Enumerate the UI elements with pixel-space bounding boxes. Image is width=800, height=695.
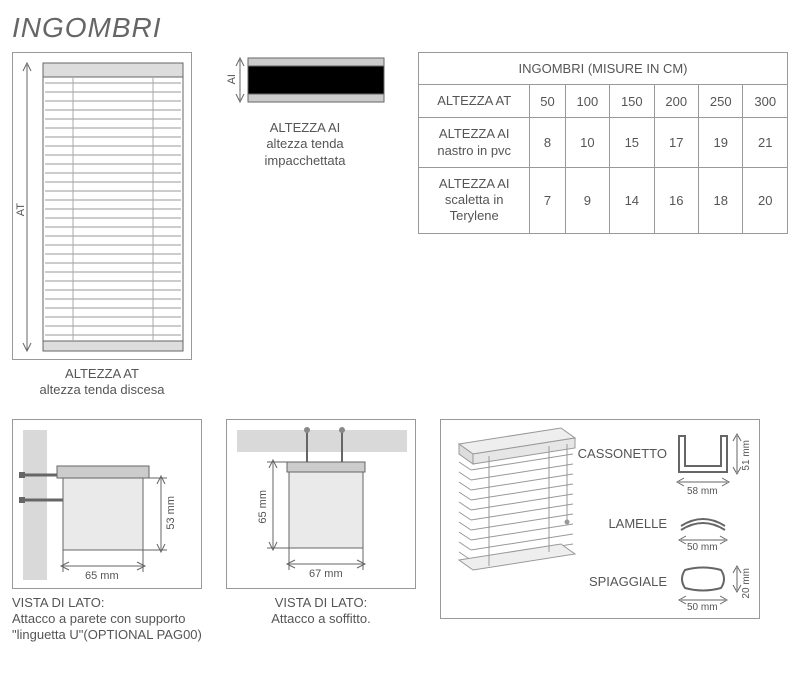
top-row: AT	[12, 52, 788, 399]
table-cell: 7	[530, 167, 565, 233]
sideA-col: 65 mm 53 mm VISTA DI LATO: Attacco a par…	[12, 419, 202, 644]
table-cell: 19	[699, 118, 743, 168]
table-header: INGOMBRI (MISURE IN CM)	[419, 53, 788, 85]
table-col: 200	[654, 85, 698, 118]
table-cell: 16	[654, 167, 698, 233]
table-cell: 18	[699, 167, 743, 233]
diagram-ai-caption: ALTEZZA AI altezza tenda impacchettata	[220, 120, 390, 169]
diagram-at-caption-title: ALTEZZA AT	[12, 366, 192, 382]
table-col: 250	[699, 85, 743, 118]
diagram-ai-caption-sub1: altezza tenda	[220, 136, 390, 152]
table-row-label-l2: nastro in pvc	[437, 143, 511, 158]
table-row-label-l3: Terylene	[450, 208, 499, 223]
sideB-col: 67 mm 65 mm VISTA DI LATO: Attacco a sof…	[226, 419, 416, 628]
table-cell: 17	[654, 118, 698, 168]
table-col: 300	[743, 85, 788, 118]
profile-label-cassonetto: CASSONETTO	[578, 446, 667, 461]
sideB-dim-w: 67 mm	[309, 568, 343, 580]
table-cell: 10	[565, 118, 609, 168]
sideA-dim-w: 65 mm	[85, 570, 119, 582]
table-row-label: ALTEZZA AI scaletta in Terylene	[419, 167, 530, 233]
sideA-panel: 65 mm 53 mm	[12, 419, 202, 589]
diagram-at-wrap: AT	[12, 52, 192, 399]
diagram-ai-caption-sub2: impacchettata	[220, 153, 390, 169]
diagram-ai: AI	[230, 52, 390, 114]
profile-spiaggiale-h: 20 mm	[741, 568, 752, 599]
table-col: 50	[530, 85, 565, 118]
table-col-label: ALTEZZA AT	[419, 85, 530, 118]
sideB-caption-title: VISTA DI LATO:	[226, 595, 416, 611]
table-col: 100	[565, 85, 609, 118]
diagram-at-caption-sub1: altezza tenda discesa	[12, 382, 192, 398]
dimensions-table: INGOMBRI (MISURE IN CM) ALTEZZA AT 50 10…	[418, 52, 788, 234]
table-wrap: INGOMBRI (MISURE IN CM) ALTEZZA AT 50 10…	[418, 52, 788, 234]
bottom-row: 65 mm 53 mm VISTA DI LATO: Attacco a par…	[12, 419, 788, 644]
sideA-caption-sub2: "linguetta U"(OPTIONAL PAG00)	[12, 627, 202, 643]
sideA-dim-h: 53 mm	[165, 496, 177, 530]
table-row-label: ALTEZZA AI nastro in pvc	[419, 118, 530, 168]
profile-cassonetto-h: 51 mm	[741, 440, 752, 471]
profile-label-lamelle: LAMELLE	[608, 516, 667, 531]
marker-at: AT	[15, 203, 27, 216]
sideB-panel: 67 mm 65 mm	[226, 419, 416, 589]
profile-label-spiaggiale: SPIAGGIALE	[589, 574, 667, 589]
profile-cassonetto-w: 58 mm	[687, 486, 718, 497]
sideB-caption-sub1: Attacco a soffitto.	[226, 611, 416, 627]
table-cell: 15	[610, 118, 654, 168]
diagram-at-caption: ALTEZZA AT altezza tenda discesa	[12, 366, 192, 399]
table-cell: 9	[565, 167, 609, 233]
table-cell: 21	[743, 118, 788, 168]
table-cell: 20	[743, 167, 788, 233]
profiles-col: CASSONETTO 58 mm 51 mm LAMELLE 50 mm SPI…	[440, 419, 788, 619]
table-row-label-l2: scaletta in	[445, 192, 504, 207]
table-cell: 14	[610, 167, 654, 233]
diagram-at: AT	[12, 52, 192, 360]
diagram-ai-caption-title: ALTEZZA AI	[220, 120, 390, 136]
profiles-panel: CASSONETTO 58 mm 51 mm LAMELLE 50 mm SPI…	[440, 419, 760, 619]
marker-ai: AI	[226, 74, 238, 84]
sideA-caption-title: VISTA DI LATO:	[12, 595, 202, 611]
profile-spiaggiale-w: 50 mm	[687, 602, 718, 613]
table-row-label-l1: ALTEZZA AI	[439, 176, 510, 191]
page-title: INGOMBRI	[12, 12, 788, 44]
sideA-caption-sub1: Attacco a parete con supporto	[12, 611, 202, 627]
diagram-ai-wrap: AI ALTEZZA AI altezza tenda impacchettat…	[220, 52, 390, 169]
sideA-caption: VISTA DI LATO: Attacco a parete con supp…	[12, 595, 202, 644]
table-col: 150	[610, 85, 654, 118]
sideB-dim-h: 65 mm	[257, 490, 269, 524]
table-row-label-l1: ALTEZZA AI	[439, 126, 510, 141]
profile-lamelle-w: 50 mm	[687, 542, 718, 553]
sideB-caption: VISTA DI LATO: Attacco a soffitto.	[226, 595, 416, 628]
table-cell: 8	[530, 118, 565, 168]
